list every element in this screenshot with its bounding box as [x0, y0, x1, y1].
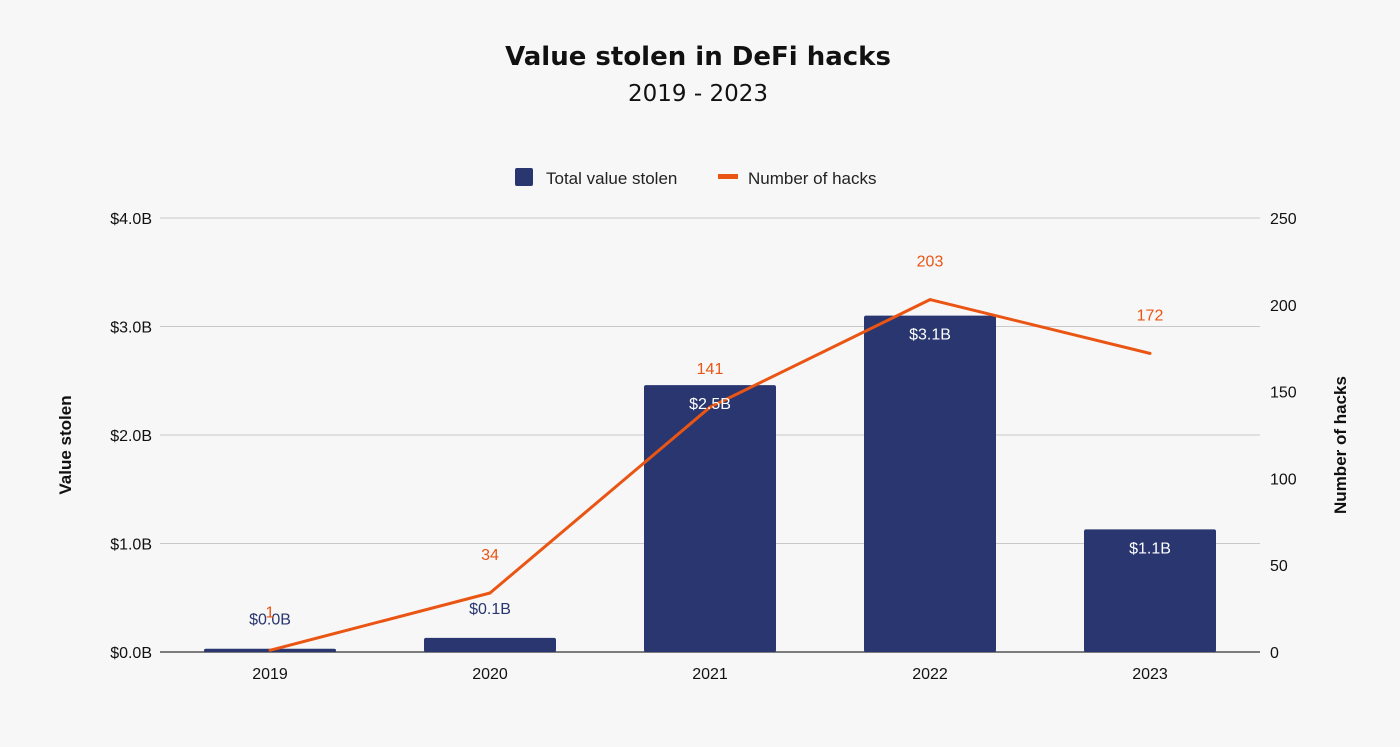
hacks-value-label: 34 — [481, 547, 499, 564]
bar-2020 — [424, 637, 556, 652]
legend-line-swatch — [718, 174, 738, 179]
left-tick-label: $4.0B — [110, 211, 152, 228]
right-tick-label: 50 — [1270, 558, 1288, 575]
x-tick-label: 2020 — [472, 666, 508, 683]
hacks-line — [268, 298, 1152, 652]
left-axis-title: Value stolen — [56, 395, 75, 494]
bar-value-label: $0.1B — [469, 601, 511, 618]
hacks-value-label: 203 — [917, 254, 944, 271]
bar-value-label: $0.0B — [249, 612, 291, 629]
chart-subtitle: 2019 - 2023 — [628, 81, 768, 107]
x-tick-label: 2021 — [692, 666, 728, 683]
hacks-point-2022 — [928, 298, 932, 302]
x-axis: 2019 2020 2021 2022 2023 — [252, 666, 1168, 683]
bars — [204, 315, 1216, 652]
hacks-value-label: 172 — [1137, 307, 1164, 324]
bar-value-label: $3.1B — [909, 327, 951, 344]
data-labels: $0.0B $0.1B $2.5B $3.1B $1.1B 1 34 141 203 172 — [249, 254, 1171, 629]
bar-2023 — [1084, 529, 1216, 652]
left-tick-label: $3.0B — [110, 320, 152, 337]
legend-bar-label: Total value stolen — [546, 169, 677, 188]
x-tick-label: 2023 — [1132, 666, 1168, 683]
right-tick-label: 250 — [1270, 211, 1297, 228]
right-tick-label: 200 — [1270, 298, 1297, 315]
right-tick-label: 0 — [1270, 645, 1279, 662]
hacks-point-2019 — [268, 648, 272, 652]
left-tick-label: $2.0B — [110, 428, 152, 445]
right-axis-title: Number of hacks — [1331, 376, 1350, 514]
bar-2022 — [864, 315, 996, 652]
hacks-point-2021 — [708, 405, 712, 409]
chart-title: Value stolen in DeFi hacks — [505, 42, 891, 72]
hacks-value-label: 141 — [697, 361, 724, 378]
x-tick-label: 2019 — [252, 666, 288, 683]
bar-value-label: $2.5B — [689, 396, 731, 413]
left-axis: $0.0B $1.0B $2.0B $3.0B $4.0B — [110, 211, 152, 662]
bar-2021 — [644, 385, 776, 652]
bar-value-label: $1.1B — [1129, 540, 1171, 557]
right-tick-label: 100 — [1270, 471, 1297, 488]
legend-line-label: Number of hacks — [748, 169, 877, 188]
right-tick-label: 150 — [1270, 385, 1297, 402]
left-tick-label: $1.0B — [110, 537, 152, 554]
legend[interactable]: Total value stolen Number of hacks — [515, 168, 877, 188]
legend-bar-swatch — [515, 168, 533, 186]
hacks-value-label: 1 — [266, 604, 275, 621]
x-tick-label: 2022 — [912, 666, 948, 683]
hacks-point-2023 — [1148, 351, 1152, 355]
right-axis: 0 50 100 150 200 250 — [1270, 211, 1297, 662]
left-tick-label: $0.0B — [110, 645, 152, 662]
hacks-point-2020 — [488, 591, 492, 595]
